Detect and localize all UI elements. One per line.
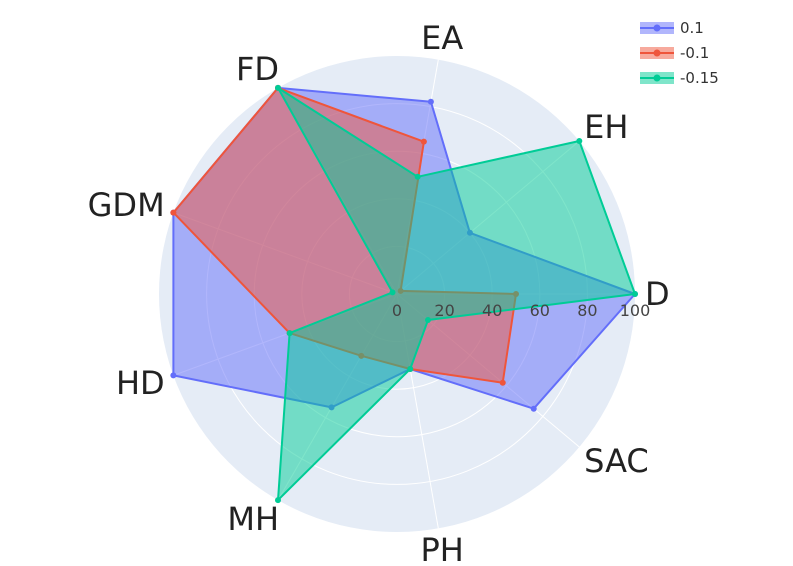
series-point bbox=[414, 173, 421, 180]
series-point bbox=[420, 138, 427, 145]
series-point bbox=[632, 291, 638, 297]
angular-axis-label: D bbox=[645, 275, 670, 313]
series-point bbox=[170, 209, 177, 216]
angular-axis-label: EH bbox=[584, 108, 628, 146]
series-point bbox=[576, 138, 583, 145]
series-point bbox=[389, 289, 396, 296]
angular-axis-label: EA bbox=[421, 19, 463, 57]
angular-axis-label: FD bbox=[236, 50, 279, 88]
angular-axis-label: SAC bbox=[584, 442, 649, 480]
radial-tick-label: 60 bbox=[530, 301, 550, 320]
radial-ticks: 0 20 40 60 80 100 bbox=[392, 301, 650, 320]
series-point bbox=[407, 366, 414, 373]
legend-marker bbox=[653, 24, 661, 32]
legend-marker bbox=[653, 49, 661, 57]
series-point bbox=[275, 84, 281, 91]
series-layer bbox=[170, 84, 638, 504]
series-point bbox=[499, 379, 506, 386]
radial-tick-label: 100 bbox=[620, 301, 651, 320]
angular-axis-label: GDM bbox=[88, 186, 165, 224]
series-point bbox=[170, 372, 177, 379]
angular-labels: D SAC PH MH HD GDM FD EA EH bbox=[88, 19, 670, 566]
legend-item[interactable]: -0.15 bbox=[640, 69, 719, 87]
series-point bbox=[427, 98, 434, 105]
radial-tick-label: 80 bbox=[577, 301, 597, 320]
angular-axis-label: PH bbox=[420, 531, 463, 566]
legend-label: -0.15 bbox=[680, 69, 719, 87]
legend-label: -0.1 bbox=[680, 44, 709, 62]
radial-tick-label: 20 bbox=[434, 301, 454, 320]
series-point bbox=[275, 497, 281, 504]
series-point bbox=[530, 405, 537, 412]
series-point bbox=[424, 317, 431, 324]
radial-tick-label: 0 bbox=[392, 301, 402, 320]
legend-marker bbox=[653, 74, 661, 82]
legend-item[interactable]: 0.1 bbox=[640, 19, 704, 37]
series-area bbox=[277, 86, 636, 502]
series-point bbox=[286, 330, 293, 337]
angular-axis-label: MH bbox=[227, 500, 279, 538]
radial-tick-label: 40 bbox=[482, 301, 502, 320]
legend-item[interactable]: -0.1 bbox=[640, 44, 709, 62]
legend[interactable]: 0.1 -0.1 -0.15 bbox=[640, 19, 719, 87]
series-group bbox=[275, 84, 638, 504]
angular-axis-label: HD bbox=[116, 364, 165, 402]
legend-label: 0.1 bbox=[680, 19, 704, 37]
